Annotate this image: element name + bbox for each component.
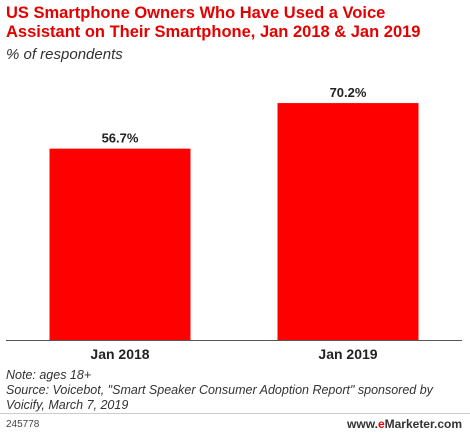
bar-jan-2019 [277,103,419,340]
footer-divider [0,413,470,414]
brand-prefix: www. [347,417,378,431]
chart-id: 245778 [6,419,40,430]
bar-chart: 56.7% Jan 2018 70.2% Jan 2019 [6,85,462,362]
x-tick-label: Jan 2018 [90,346,149,362]
brand-logo[interactable]: www.eMarketer.com [347,417,462,431]
brand-accent: e [377,417,385,431]
x-tick-label: Jan 2019 [318,346,377,362]
data-label: 70.2% [330,85,367,100]
chart-subtitle: % of respondents [6,46,123,63]
bar-jan-2018 [49,148,191,340]
source-note: Source: Voicebot, "Smart Speaker Consume… [6,383,433,412]
data-label: 56.7% [102,131,139,146]
brand-suffix: Marketer.com [384,417,462,431]
footnote: Note: ages 18+ [6,368,92,382]
chart-footer: Note: ages 18+ Source: Voicebot, "Smart … [6,368,464,413]
chart-title: US Smartphone Owners Who Have Used a Voi… [6,4,421,41]
